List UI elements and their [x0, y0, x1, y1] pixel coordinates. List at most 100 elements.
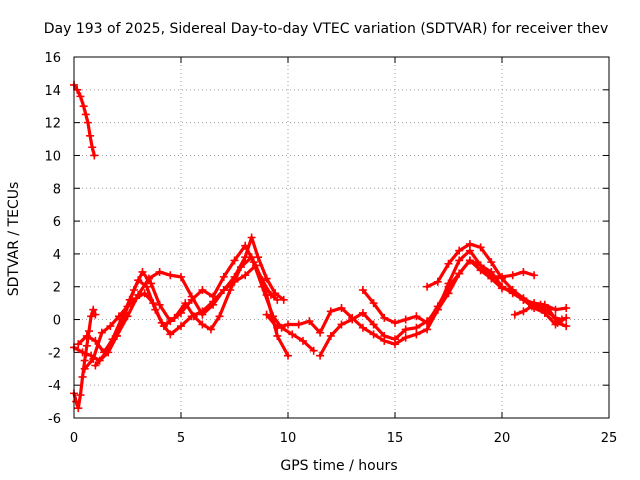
y-tick-labels: -6 -4 -2 0 2 4 6 8 10 12 14 16: [44, 51, 61, 427]
data-point-marker: [80, 364, 89, 373]
data-point-marker: [78, 372, 87, 381]
data-point-marker: [198, 320, 207, 329]
data-point-marker: [271, 289, 280, 298]
data-point-marker: [391, 335, 399, 344]
data-point-marker: [181, 299, 190, 308]
y-tick-label: 14: [44, 84, 61, 99]
data-point-marker: [198, 310, 207, 319]
data-point-marker: [476, 266, 485, 275]
series-arc-tail: [510, 300, 571, 331]
data-point-marker: [219, 286, 228, 295]
y-tick-label: 10: [44, 149, 61, 164]
data-point-marker: [337, 320, 346, 329]
data-point-marker: [187, 312, 196, 321]
x-tick-label: 25: [601, 431, 618, 446]
data-point-marker: [155, 300, 164, 309]
data-point-marker: [149, 299, 158, 308]
data-point-marker: [305, 317, 314, 326]
data-point-marker: [309, 346, 318, 355]
data-point-marker: [138, 267, 147, 276]
y-tick-label: -2: [48, 346, 61, 361]
data-series: [70, 80, 571, 413]
data-point-marker: [134, 290, 143, 299]
data-point-marker: [262, 290, 271, 299]
data-point-marker: [230, 256, 239, 265]
data-point-marker: [74, 340, 83, 349]
x-tick-label: 10: [280, 431, 297, 446]
data-point-marker: [84, 327, 93, 336]
data-point-marker: [91, 361, 100, 370]
y-tick-label: -6: [48, 412, 61, 427]
data-point-marker: [273, 323, 282, 332]
data-point-marker: [82, 341, 91, 350]
x-tick-label: 20: [494, 431, 511, 446]
data-point-marker: [134, 276, 143, 285]
y-tick-label: 2: [53, 281, 61, 296]
data-point-marker: [540, 308, 549, 317]
data-point-marker: [215, 312, 224, 321]
data-point-marker: [273, 331, 282, 340]
data-point-marker: [562, 313, 571, 322]
series-trace: [93, 235, 286, 368]
plot-frame: [73, 56, 610, 419]
data-point-marker: [79, 102, 88, 111]
data-point-marker: [241, 253, 250, 262]
data-point-marker: [316, 351, 325, 360]
data-point-marker: [298, 336, 307, 345]
x-tick-label: 15: [387, 431, 404, 446]
data-point-marker: [254, 253, 263, 262]
data-point-marker: [423, 282, 432, 291]
data-point-marker: [97, 328, 106, 337]
data-point-marker: [123, 312, 132, 321]
data-point-marker: [262, 274, 271, 283]
data-point-marker: [279, 295, 288, 304]
data-point-marker: [519, 267, 528, 276]
data-point-marker: [391, 318, 399, 327]
data-point-marker: [262, 310, 271, 319]
data-point-marker: [81, 110, 90, 119]
data-point-marker: [358, 286, 367, 295]
data-point-marker: [157, 318, 166, 327]
data-point-marker: [166, 330, 175, 339]
data-point-marker: [76, 391, 85, 400]
data-point-marker: [87, 312, 96, 321]
y-tick-label: 16: [44, 51, 61, 66]
data-point-marker: [508, 286, 517, 295]
series-arc-early-low: [70, 305, 100, 413]
y-tick-label: 8: [53, 182, 61, 197]
data-point-marker: [337, 304, 346, 313]
data-point-marker: [284, 320, 292, 329]
data-point-marker: [288, 330, 297, 339]
data-point-marker: [166, 271, 175, 280]
y-tick-label: 6: [53, 215, 61, 230]
data-point-marker: [444, 259, 453, 268]
data-point-marker: [74, 404, 83, 413]
data-point-marker: [562, 322, 571, 331]
data-point-marker: [91, 310, 100, 319]
data-point-marker: [247, 233, 256, 242]
data-point-marker: [358, 323, 367, 332]
data-point-marker: [545, 305, 554, 314]
grid: [73, 56, 610, 419]
data-point-marker: [144, 274, 153, 283]
data-point-marker: [114, 312, 123, 321]
data-point-marker: [89, 354, 98, 363]
data-point-marker: [508, 271, 517, 280]
data-point-marker: [78, 348, 87, 357]
data-point-marker: [380, 331, 389, 340]
data-point-marker: [412, 323, 421, 332]
data-point-marker: [316, 328, 325, 337]
series-arc-early-high: [70, 80, 99, 160]
data-point-marker: [401, 325, 410, 334]
data-point-marker: [380, 313, 389, 322]
data-point-marker: [177, 272, 185, 281]
data-point-marker: [177, 322, 185, 331]
data-point-marker: [82, 331, 91, 340]
data-point-marker: [106, 322, 115, 331]
x-tick-labels: 0 5 10 15 20 25: [70, 431, 617, 446]
y-tick-label: 12: [44, 117, 61, 132]
data-point-marker: [498, 274, 506, 283]
data-point-marker: [326, 331, 335, 340]
data-point-marker: [102, 348, 111, 357]
